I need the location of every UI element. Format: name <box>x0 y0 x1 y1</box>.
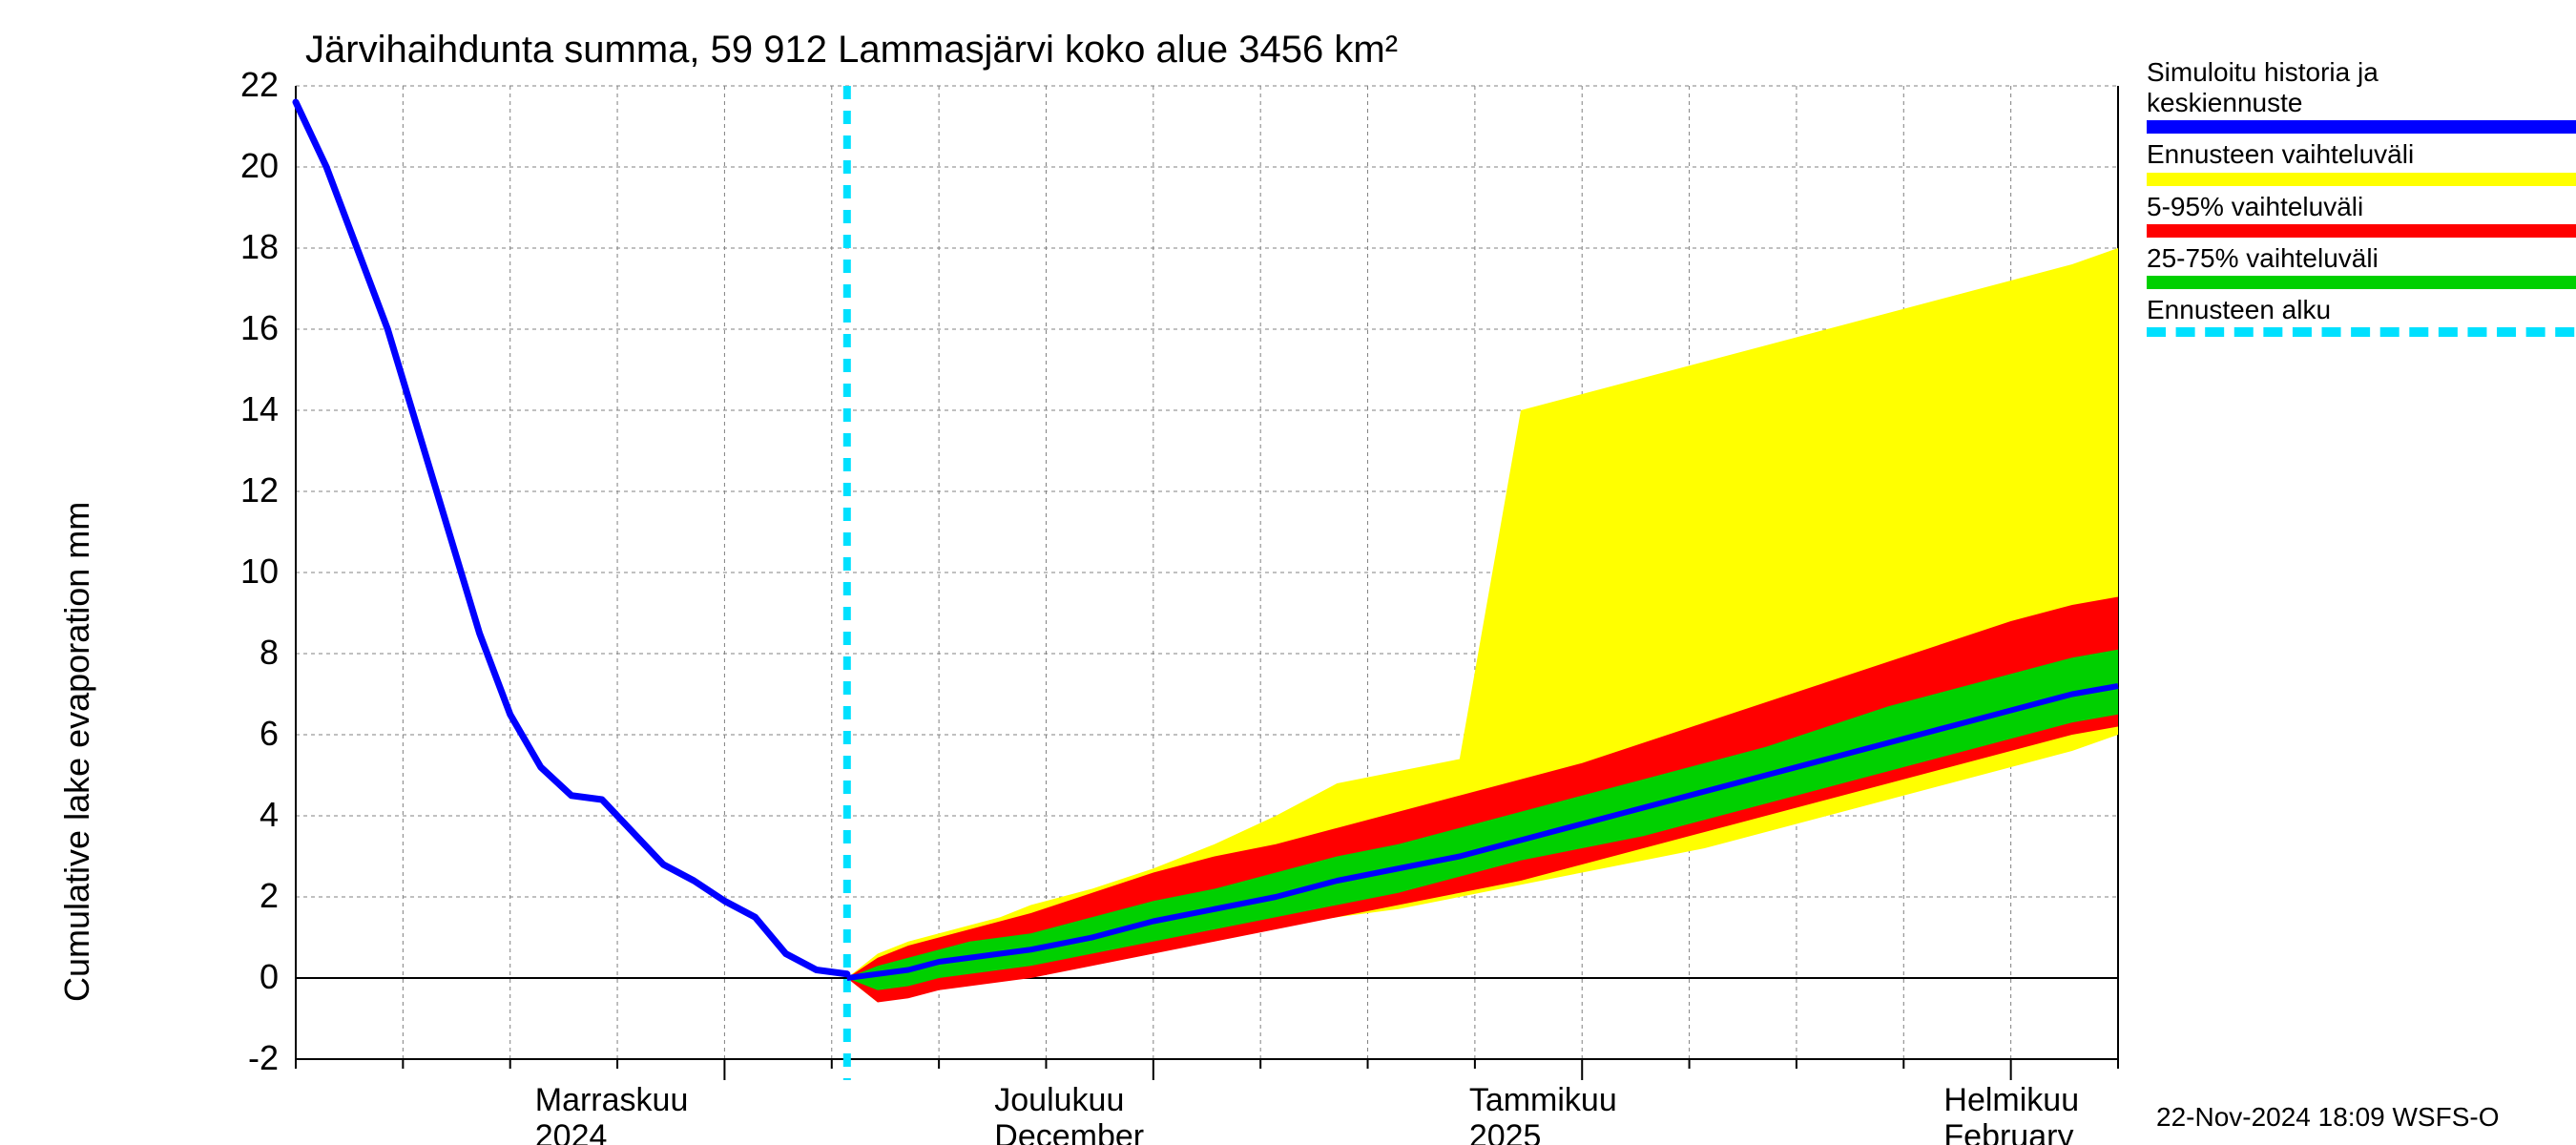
legend-entry: Ennusteen alku <box>2147 295 2576 337</box>
y-tick-label: 4 <box>0 795 279 835</box>
legend-label: 5-95% vaihteluväli <box>2147 192 2576 222</box>
legend-swatch <box>2147 276 2576 289</box>
legend-label: Simuloitu historia ja keskiennuste <box>2147 57 2576 118</box>
y-tick-label: 20 <box>0 146 279 186</box>
y-tick-label: 6 <box>0 714 279 754</box>
chart-title: Järvihaihdunta summa, 59 912 Lammasjärvi… <box>305 29 1398 72</box>
chart-svg <box>296 86 2118 1088</box>
timestamp-label: 22-Nov-2024 18:09 WSFS-O <box>2156 1102 2500 1133</box>
y-tick-label: 14 <box>0 389 279 429</box>
x-tick-label-bottom: 2025 <box>1469 1118 1542 1145</box>
legend-entry: 5-95% vaihteluväli <box>2147 192 2576 238</box>
y-tick-label: 8 <box>0 633 279 673</box>
y-tick-label: 12 <box>0 470 279 510</box>
legend-swatch <box>2147 224 2576 238</box>
legend-entry: 25-75% vaihteluväli <box>2147 243 2576 289</box>
legend: Simuloitu historia ja keskiennuste Ennust… <box>2147 57 2576 343</box>
chart-container: Järvihaihdunta summa, 59 912 Lammasjärvi… <box>0 0 2576 1145</box>
y-tick-label: -2 <box>0 1038 279 1078</box>
legend-label: 25-75% vaihteluväli <box>2147 243 2576 274</box>
legend-swatch <box>2147 327 2576 337</box>
legend-label: Ennusteen alku <box>2147 295 2576 325</box>
legend-swatch <box>2147 120 2576 134</box>
x-tick-label-bottom: 2024 <box>535 1118 608 1145</box>
legend-label: Ennusteen vaihteluväli <box>2147 139 2576 170</box>
legend-entry: Ennusteen vaihteluväli <box>2147 139 2576 185</box>
x-tick-label-bottom: February <box>1943 1118 2073 1145</box>
y-tick-label: 2 <box>0 876 279 916</box>
plot-area <box>296 86 2118 1059</box>
x-tick-label-bottom: December <box>994 1118 1144 1145</box>
legend-swatch <box>2147 173 2576 186</box>
legend-entry: Simuloitu historia ja keskiennuste <box>2147 57 2576 134</box>
y-tick-label: 0 <box>0 957 279 997</box>
y-tick-label: 22 <box>0 65 279 105</box>
y-tick-label: 10 <box>0 552 279 592</box>
y-tick-label: 16 <box>0 308 279 348</box>
y-tick-label: 18 <box>0 227 279 267</box>
